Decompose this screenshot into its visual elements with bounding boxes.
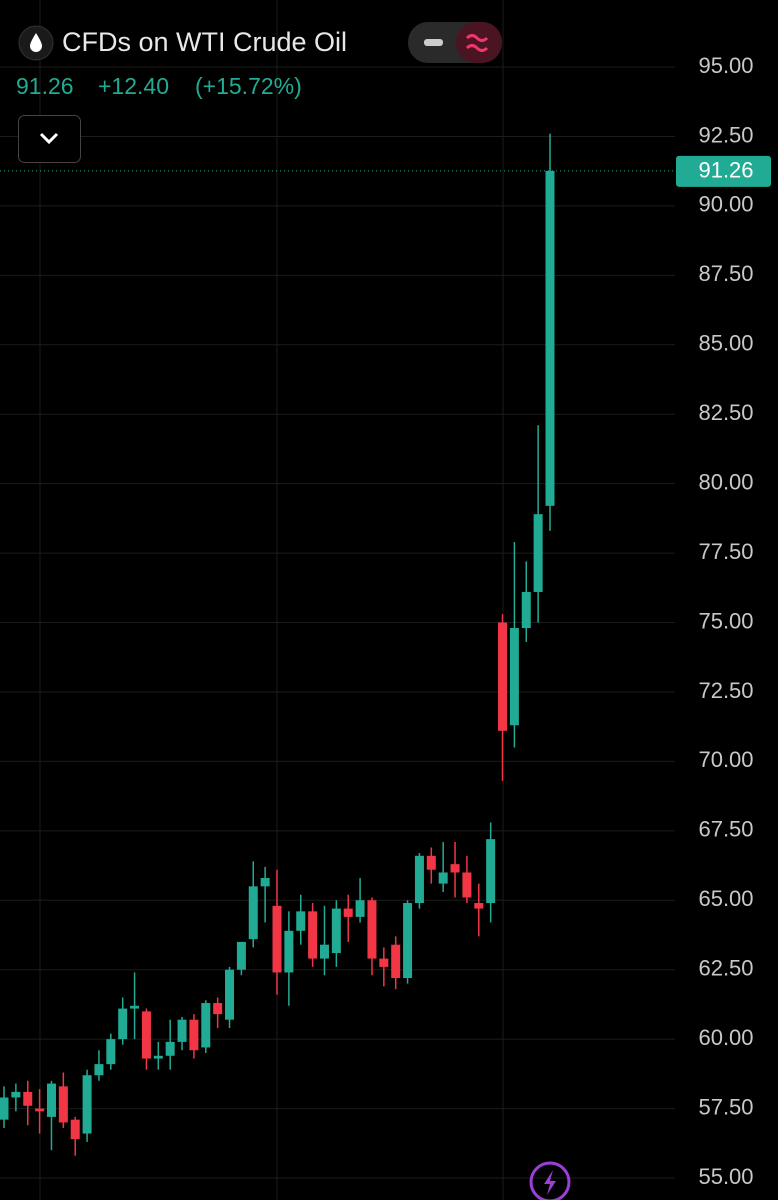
candle-body — [141, 1011, 151, 1059]
change: +12.40 — [98, 73, 169, 99]
candle-body — [177, 1019, 187, 1042]
candle-body — [296, 911, 306, 931]
y-tick-label: 75.00 — [698, 608, 753, 633]
y-tick-label: 57.50 — [698, 1094, 753, 1119]
candle-body — [260, 878, 270, 887]
candle-body — [82, 1075, 92, 1134]
candle-body — [486, 839, 496, 904]
y-tick-label: 60.00 — [698, 1025, 753, 1050]
last-price-box — [676, 155, 771, 187]
candle-body — [118, 1008, 128, 1040]
candle-body — [213, 1003, 223, 1015]
candle-body — [308, 911, 318, 959]
symbol-icon — [18, 25, 54, 61]
candles — [0, 133, 555, 1156]
candle-body — [201, 1003, 211, 1048]
candle-body — [189, 1019, 199, 1051]
candle-body — [474, 903, 484, 909]
y-tick-label: 55.00 — [698, 1164, 753, 1189]
candle-body — [498, 622, 508, 731]
y-tick-label: 90.00 — [698, 192, 753, 217]
candle-body — [379, 958, 389, 967]
candle-body — [130, 1005, 140, 1009]
y-tick-label: 82.50 — [698, 400, 753, 425]
last-price-label: 91.26 — [698, 158, 753, 183]
candle-body — [153, 1055, 163, 1059]
candle-body — [343, 908, 353, 917]
candle-body — [438, 872, 448, 884]
price: 91.26 — [16, 73, 74, 99]
candle-body — [58, 1086, 68, 1123]
candle-body — [545, 170, 555, 506]
y-tick-label: 95.00 — [698, 53, 753, 78]
candle-body — [450, 864, 460, 873]
candle-body — [272, 905, 282, 973]
y-tick-label: 85.00 — [698, 331, 753, 356]
candle-body — [403, 903, 413, 979]
candle-body — [509, 628, 519, 726]
y-tick-label: 80.00 — [698, 469, 753, 494]
lightning-button[interactable] — [529, 1161, 571, 1200]
y-tick-label: 87.50 — [698, 261, 753, 286]
candle-body — [35, 1108, 45, 1112]
candle-body — [331, 908, 341, 954]
candle-body — [23, 1091, 33, 1106]
candle-body — [391, 944, 401, 979]
y-tick-label: 92.50 — [698, 122, 753, 147]
candle-body — [521, 591, 531, 629]
candle-body — [0, 1097, 9, 1120]
candle-body — [355, 900, 365, 917]
candle-body — [414, 855, 424, 904]
candle-body — [462, 872, 472, 898]
candle-body — [70, 1119, 80, 1140]
candle-body — [94, 1064, 104, 1076]
toggle-buttons[interactable] — [408, 22, 502, 63]
change-pct: (+15.72%) — [195, 73, 302, 99]
candle-body — [11, 1091, 21, 1098]
candle-body — [46, 1083, 56, 1117]
y-tick-label: 67.50 — [698, 817, 753, 842]
y-tick-label: 62.50 — [698, 956, 753, 981]
y-tick-label: 70.00 — [698, 747, 753, 772]
candle-body — [284, 930, 294, 973]
candle-body — [319, 944, 329, 959]
candle-body — [533, 514, 543, 592]
candle-body — [225, 969, 235, 1020]
chart-title: CFDs on WTI Crude Oil — [62, 27, 347, 57]
y-tick-label: 77.50 — [698, 539, 753, 564]
candle-body — [426, 855, 436, 870]
dropdown-button[interactable] — [18, 115, 81, 163]
candle-body — [367, 900, 377, 959]
candle-body — [236, 941, 246, 970]
y-tick-label: 72.50 — [698, 678, 753, 703]
candle-body — [106, 1039, 116, 1065]
candle-body — [248, 886, 258, 940]
y-tick-label: 65.00 — [698, 886, 753, 911]
candle-body — [165, 1041, 175, 1056]
